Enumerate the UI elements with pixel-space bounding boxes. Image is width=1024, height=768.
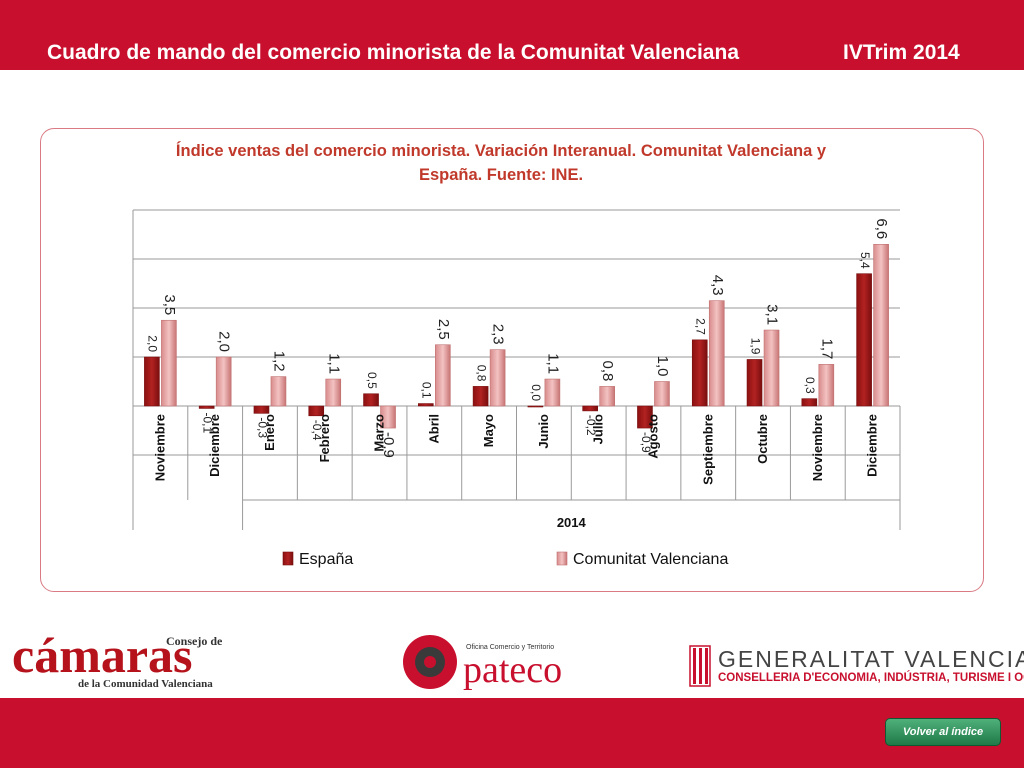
bar-espana [308, 405, 325, 417]
generalitat-shield-icon [689, 645, 711, 687]
bar-cv [435, 344, 451, 407]
data-label-cv: 1,1 [544, 353, 561, 374]
bar-cv [270, 376, 287, 407]
data-label-espana: 0,3 [803, 377, 817, 394]
bar-espana [144, 356, 160, 407]
data-label-espana: -0,4 [310, 420, 324, 441]
data-label-espana: -0,3 [255, 417, 269, 438]
back-to-index-button[interactable]: Volver al índice [885, 718, 1001, 746]
bar-espana [746, 359, 763, 407]
category-label: Mayo [481, 414, 496, 447]
bar-espana [582, 405, 598, 412]
bar-cv [215, 356, 232, 407]
legend-label-espana: España [299, 551, 353, 568]
data-label-cv: 3,1 [764, 304, 781, 325]
bar-cv [654, 381, 670, 407]
data-label-espana: 0,8 [474, 365, 488, 382]
category-label: Junio [536, 414, 551, 449]
bar-espana [253, 405, 270, 414]
data-label-espana: 5,4 [858, 252, 872, 269]
bar-espana [418, 403, 434, 407]
data-label-espana: 2,0 [146, 335, 160, 352]
category-label: Septiembre [700, 414, 715, 485]
footer-logos: Consejo de cámaras de la Comunidad Valen… [12, 627, 1024, 691]
data-label-espana: -0,9 [639, 432, 653, 453]
bar-espana [637, 405, 653, 429]
bar-espana [363, 393, 379, 407]
category-label: Marzo [372, 414, 387, 452]
bar-cv [544, 378, 561, 407]
category-label: Noviembre [152, 414, 167, 481]
page-title: Cuadro de mando del comercio minorista d… [47, 41, 739, 64]
category-label: Abril [426, 414, 441, 444]
data-label-cv: 1,0 [654, 356, 671, 377]
category-label: Noviembre [810, 414, 825, 481]
category-label: Octubre [755, 414, 770, 464]
data-label-espana: 2,7 [694, 318, 708, 335]
bar-espana [856, 273, 872, 407]
data-label-espana: -0,1 [201, 412, 215, 433]
data-label-espana: -0,2 [584, 415, 598, 436]
category-label: Enero [262, 414, 277, 451]
bar-cv [161, 319, 177, 407]
data-label-cv: 1,1 [325, 353, 342, 374]
data-label-cv: -0,9 [380, 432, 397, 458]
category-label: Febrero [317, 414, 332, 462]
bar-cv [708, 300, 725, 407]
chart-panel: Índice ventas del comercio minorista. Va… [40, 128, 984, 592]
bar-espana [801, 398, 818, 407]
legend-label-cv: Comunitat Valenciana [573, 551, 728, 568]
bar-cv [380, 405, 396, 429]
bar-cv [818, 364, 835, 407]
data-label-cv: 0,8 [599, 361, 616, 382]
bar-espana [691, 339, 708, 407]
data-label-espana: 0,0 [529, 384, 543, 401]
category-label: Julio [591, 414, 606, 444]
period-label: IVTrim 2014 [843, 41, 960, 64]
bar-cv [599, 386, 615, 407]
data-label-cv: 6,6 [873, 218, 890, 239]
data-label-espana: 0,1 [420, 382, 434, 399]
category-label: Diciembre [865, 414, 880, 477]
header-bar [0, 0, 1024, 70]
group-label-2014: 2014 [557, 515, 587, 530]
bar-cv [763, 329, 780, 407]
legend-swatch-cv [556, 551, 568, 566]
data-label-espana: 1,9 [748, 338, 762, 355]
pateco-target-icon [403, 635, 457, 689]
data-label-cv: 4,3 [709, 275, 726, 296]
bar-espana [198, 405, 215, 409]
data-label-cv: 1,2 [270, 351, 287, 372]
bar-espana [527, 405, 544, 408]
legend-swatch-espana [282, 551, 294, 566]
bar-cv [489, 349, 506, 407]
chart-title: Índice ventas del comercio minorista. Va… [175, 142, 827, 184]
data-label-cv: 1,7 [818, 338, 835, 359]
bar-cv [325, 378, 342, 407]
bar-cv [873, 244, 889, 407]
category-label: Diciembre [207, 414, 222, 477]
footer-bar [0, 698, 1024, 768]
category-label: Agosto [645, 414, 660, 459]
data-label-cv: 3,5 [161, 294, 178, 315]
data-label-cv: 2,3 [490, 324, 507, 345]
bar-espana [472, 386, 489, 407]
data-label-espana: 0,5 [365, 372, 379, 389]
bar-chart: 2,0 -0,1 -0,3 -0,4 0,5 0,1 0,8 0,0 -0,2 -0,9 2,7 1,… [132, 209, 901, 568]
data-label-cv: 2,5 [435, 319, 452, 340]
data-label-cv: 2,0 [216, 331, 233, 352]
